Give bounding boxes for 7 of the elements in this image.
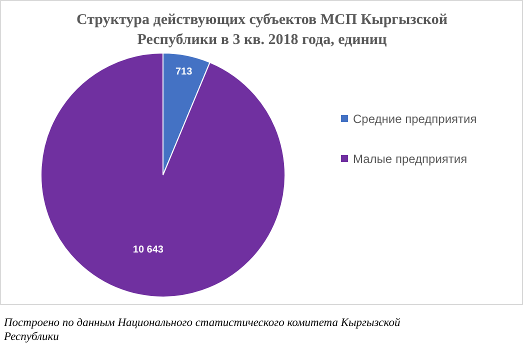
- chart-title: Структура действующих субъектов МСП Кыргызской Республики в 3 кв. 2018 года, единиц: [76, 12, 448, 48]
- pie-slice: [40, 52, 286, 298]
- legend-label: Средние предприятия: [353, 112, 477, 126]
- data-label: 10 643: [132, 244, 164, 256]
- legend-label: Малые предприятия: [353, 152, 468, 166]
- data-label: 713: [175, 66, 193, 78]
- text: Построено по данным Национального статистического комитета Кыргызской Республики: [3, 317, 400, 343]
